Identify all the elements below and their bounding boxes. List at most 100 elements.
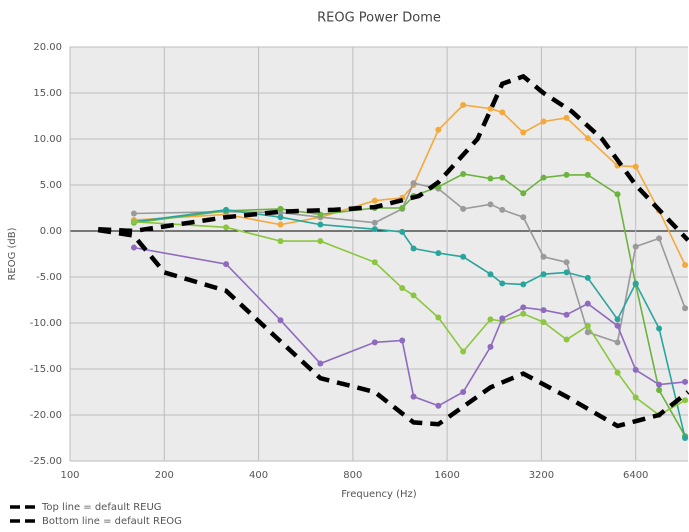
data-point [563,259,570,266]
data-point [540,253,547,260]
data-point [371,259,378,266]
data-point [317,360,324,367]
data-point [563,269,570,276]
data-point [460,101,467,108]
data-point [520,310,527,317]
y-axis-label: REOG (dB) [7,227,18,280]
y-tick-label: -25.00 [30,456,62,467]
x-tick-label: 800 [343,470,362,481]
default-line [98,73,689,242]
data-point [435,126,442,133]
data-point [682,378,689,385]
data-point [410,180,417,187]
data-point [499,109,506,116]
data-point [614,316,621,323]
x-tick-label: 3200 [529,470,554,481]
data-point [460,205,467,212]
data-point [499,280,506,287]
data-point [540,271,547,278]
data-point [632,163,639,170]
data-point [399,205,406,211]
data-point [435,402,442,409]
data-point [460,253,467,260]
y-tick-label: 20.00 [33,42,62,53]
data-point [656,325,663,332]
data-point [487,175,494,182]
data-point [563,114,570,121]
data-point [487,201,494,208]
data-point [520,129,527,136]
data-point [540,307,547,314]
data-point [632,280,639,287]
x-tick-label: 400 [249,470,268,481]
chart-title: REOG Power Dome [317,11,441,26]
data-point [632,366,639,373]
data-point [435,314,442,321]
data-point [410,393,417,400]
data-point [563,311,570,318]
x-tick-label: 100 [60,470,79,481]
data-point [130,244,137,251]
data-point [371,339,378,346]
data-point [499,206,506,213]
x-tick-label: 200 [155,470,174,481]
data-point [520,190,527,197]
data-point [584,300,591,307]
data-point [540,319,547,326]
data-point [584,329,591,336]
data-point [277,205,284,212]
data-point [487,105,494,112]
y-tick-label: -15.00 [30,364,62,375]
data-point [563,336,570,343]
x-tick-label: 1600 [434,470,459,481]
data-point [584,322,591,329]
x-axis-label: Frequency (Hz) [341,489,417,500]
y-tick-label: -10.00 [30,318,62,329]
data-point [399,228,406,235]
data-point [410,245,417,252]
data-point [520,281,527,288]
y-tick-label: 10.00 [33,134,62,145]
data-point [460,389,467,395]
data-point [584,171,591,178]
data-point [317,211,324,218]
data-point [371,226,378,233]
data-point [317,221,324,228]
legend-label: Top line = default REUG [41,502,162,513]
data-point [223,261,230,268]
y-tick-label: 15.00 [33,88,62,99]
legend-label: Bottom line = default REOG [42,516,182,527]
data-point [656,387,663,394]
data-point [614,191,621,198]
data-point [540,174,547,181]
data-point [520,304,527,311]
data-point [399,337,406,344]
y-tick-label: 5.00 [40,180,62,191]
y-tick-label: -20.00 [30,410,62,421]
data-point [223,206,230,213]
data-point [317,238,324,245]
data-point [487,343,494,350]
data-point [277,238,284,245]
y-tick-label: -5.00 [36,272,62,283]
data-point [540,118,547,125]
default-line [97,227,689,429]
data-point [614,322,621,329]
data-point [632,394,639,401]
data-point [656,381,663,388]
data-point [614,369,621,376]
data-point [130,210,137,217]
data-point [499,174,506,181]
data-point [277,214,284,221]
data-point [130,218,137,225]
data-point [632,243,639,250]
data-point [520,214,527,221]
data-point [277,317,284,324]
data-point [399,285,406,292]
data-point [682,397,689,404]
data-point [584,135,591,142]
data-point [656,235,663,242]
data-point [682,435,689,441]
data-point [682,305,689,312]
